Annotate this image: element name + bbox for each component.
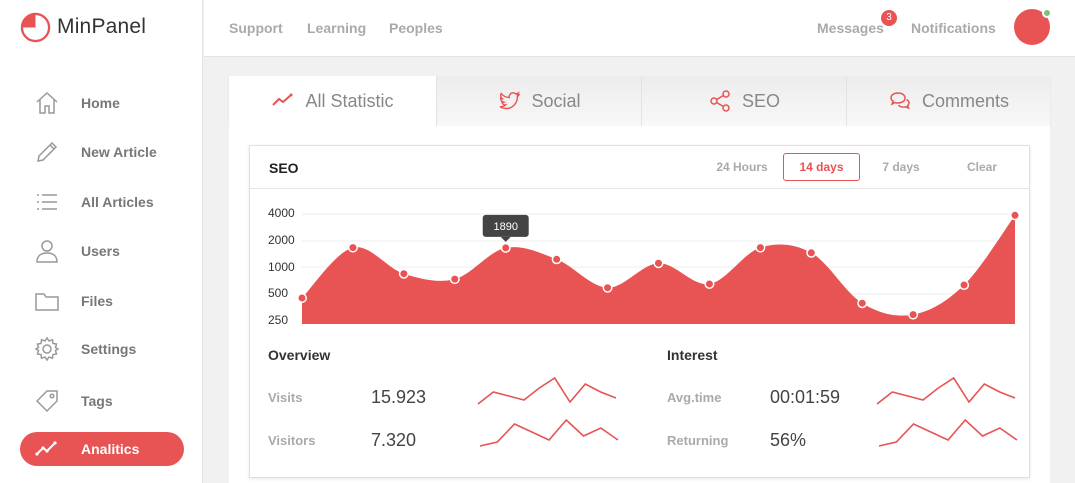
sidebar-item-users[interactable]: Users: [20, 234, 184, 268]
sidebar-item-label: Users: [81, 243, 120, 259]
brand-logo[interactable]: MinPanel: [20, 10, 146, 44]
y-tick-label: 1000: [268, 260, 295, 274]
sidebar-item-new-article[interactable]: New Article: [20, 135, 184, 169]
returning-value: 56%: [770, 430, 807, 450]
visitors-sparkline: [479, 418, 619, 447]
range-14-days-button[interactable]: 14 days: [783, 153, 860, 181]
sidebar-item-all-articles[interactable]: All Articles: [20, 185, 184, 219]
comments-icon: [888, 89, 912, 113]
twitter-icon: [497, 89, 521, 113]
sparkline: [878, 418, 1018, 447]
messages-link[interactable]: Messages: [817, 20, 884, 36]
tab-label: All Statistic: [305, 90, 394, 111]
folder-icon: [33, 287, 61, 315]
chart-point[interactable]: [909, 311, 917, 319]
sidebar: MinPanel Home New Article All Articles User…: [0, 0, 203, 483]
sidebar-item-label: Analitics: [81, 441, 140, 457]
tab-social[interactable]: Social: [436, 76, 641, 126]
sidebar-item-label: All Articles: [81, 194, 154, 210]
sidebar-item-label: New Article: [81, 144, 157, 160]
returning-label: Returning: [667, 433, 729, 448]
sidebar-item-files[interactable]: Files: [20, 284, 184, 318]
chart-point[interactable]: [960, 281, 968, 289]
chart-point[interactable]: [349, 244, 357, 252]
sidebar-item-label: Home: [81, 95, 120, 111]
trend-icon: [271, 89, 295, 113]
seo-area-chart: 4000 2000 1000 500 250 1890: [268, 206, 1020, 327]
sidebar-item-tags[interactable]: Tags: [20, 384, 184, 418]
avg-time-sparkline: [876, 376, 1016, 405]
visits-sparkline: [477, 376, 617, 405]
home-icon: [33, 89, 61, 117]
chart-point[interactable]: [756, 244, 764, 252]
sparkline: [876, 376, 1016, 405]
share-icon: [708, 89, 732, 113]
chart-point[interactable]: [807, 249, 815, 257]
chart-point[interactable]: [655, 259, 662, 267]
overview-title: Overview: [268, 347, 331, 363]
online-status-dot: [1042, 8, 1052, 18]
chart-point[interactable]: [705, 280, 713, 288]
chart-point[interactable]: [553, 255, 561, 263]
interest-title: Interest: [667, 347, 718, 363]
returning-sparkline: [878, 418, 1018, 447]
y-tick-label: 250: [268, 313, 288, 327]
card-title: SEO: [269, 160, 299, 176]
y-tick-label: 2000: [268, 233, 295, 247]
chart-point[interactable]: [858, 299, 866, 307]
tab-label: SEO: [741, 90, 780, 111]
chart-tooltip-label: 1890: [493, 221, 517, 233]
card-header: SEO 24 Hours 14 days 7 days Clear: [250, 146, 1029, 189]
avg-time-value: 00:01:59: [770, 387, 841, 407]
tab-seo[interactable]: SEO: [641, 76, 846, 126]
sparkline: [479, 418, 619, 447]
gear-icon: [33, 335, 61, 363]
logo-icon: [20, 12, 51, 42]
chart-point[interactable]: [604, 284, 612, 292]
sparkline: [477, 376, 617, 405]
nav-link-learning[interactable]: Learning: [307, 20, 367, 36]
messages-count-badge: 3: [881, 10, 897, 26]
tag-icon: [33, 387, 61, 415]
visitors-label: Visitors: [268, 433, 316, 448]
chart-area: [302, 215, 1015, 324]
tab-label: Social: [531, 90, 581, 111]
chart-point[interactable]: [451, 275, 459, 283]
visits-value: 15.923: [371, 387, 427, 407]
chart-point[interactable]: [502, 244, 510, 252]
sidebar-item-analitics[interactable]: Analitics: [20, 432, 184, 466]
sidebar-item-label: Settings: [81, 341, 137, 357]
chart-point[interactable]: [1011, 211, 1019, 219]
brand-name: MinPanel: [57, 15, 147, 38]
pencil-icon: [33, 138, 61, 166]
avg-time-label: Avg.time: [667, 390, 722, 405]
nav-link-support[interactable]: Support: [229, 20, 283, 36]
visits-label: Visits: [268, 390, 303, 405]
trend-icon: [33, 435, 61, 463]
sidebar-item-label: Tags: [81, 393, 113, 409]
user-icon: [33, 237, 61, 265]
list-icon: [33, 188, 61, 216]
visitors-value: 7.320: [371, 430, 417, 450]
range-7-days-button[interactable]: 7 days: [882, 160, 920, 174]
nav-link-peoples[interactable]: Peoples: [389, 20, 443, 36]
tab-label: Comments: [921, 90, 1010, 111]
notifications-link[interactable]: Notifications: [911, 20, 996, 36]
stats-tabs: All Statistic Social SEO Comments: [229, 76, 1050, 126]
sidebar-item-home[interactable]: Home: [20, 86, 184, 120]
chart-point[interactable]: [400, 270, 408, 278]
tab-comments[interactable]: Comments: [846, 76, 1050, 126]
y-tick-label: 500: [268, 286, 288, 300]
clear-range-button[interactable]: Clear: [966, 160, 998, 174]
sidebar-item-settings[interactable]: Settings: [20, 332, 184, 366]
chart-point[interactable]: [298, 294, 306, 302]
sidebar-item-label: Files: [81, 293, 113, 309]
tab-all-statistic[interactable]: All Statistic: [229, 76, 436, 126]
range-24-hours-button[interactable]: 24 Hours: [716, 160, 768, 174]
y-tick-label: 4000: [268, 206, 295, 220]
top-bar: Support Learning Peoples Messages 3 Noti…: [204, 0, 1075, 57]
seo-card: SEO 24 Hours 14 days 7 days Clear 4000 20…: [249, 145, 1030, 478]
chart-tooltip: 1890: [482, 214, 529, 242]
